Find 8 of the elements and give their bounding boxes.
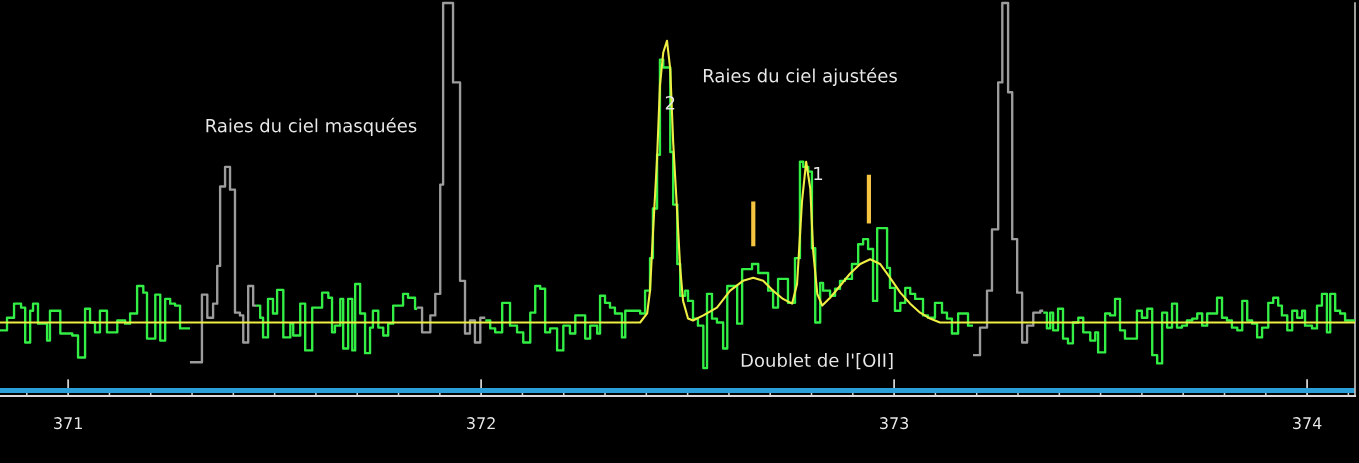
x-tick-label: 371 xyxy=(54,417,82,430)
annotation: Raies du ciel ajustées xyxy=(703,67,897,86)
annotation: Doublet de l'[OII] xyxy=(741,353,893,370)
annotation: 1 xyxy=(814,166,823,181)
x-tick-label: 372 xyxy=(467,417,495,430)
x-tick-label: 373 xyxy=(880,417,909,430)
x-tick-label: 374 xyxy=(1293,417,1322,430)
annotation: Raies du ciel masquées xyxy=(206,117,417,136)
